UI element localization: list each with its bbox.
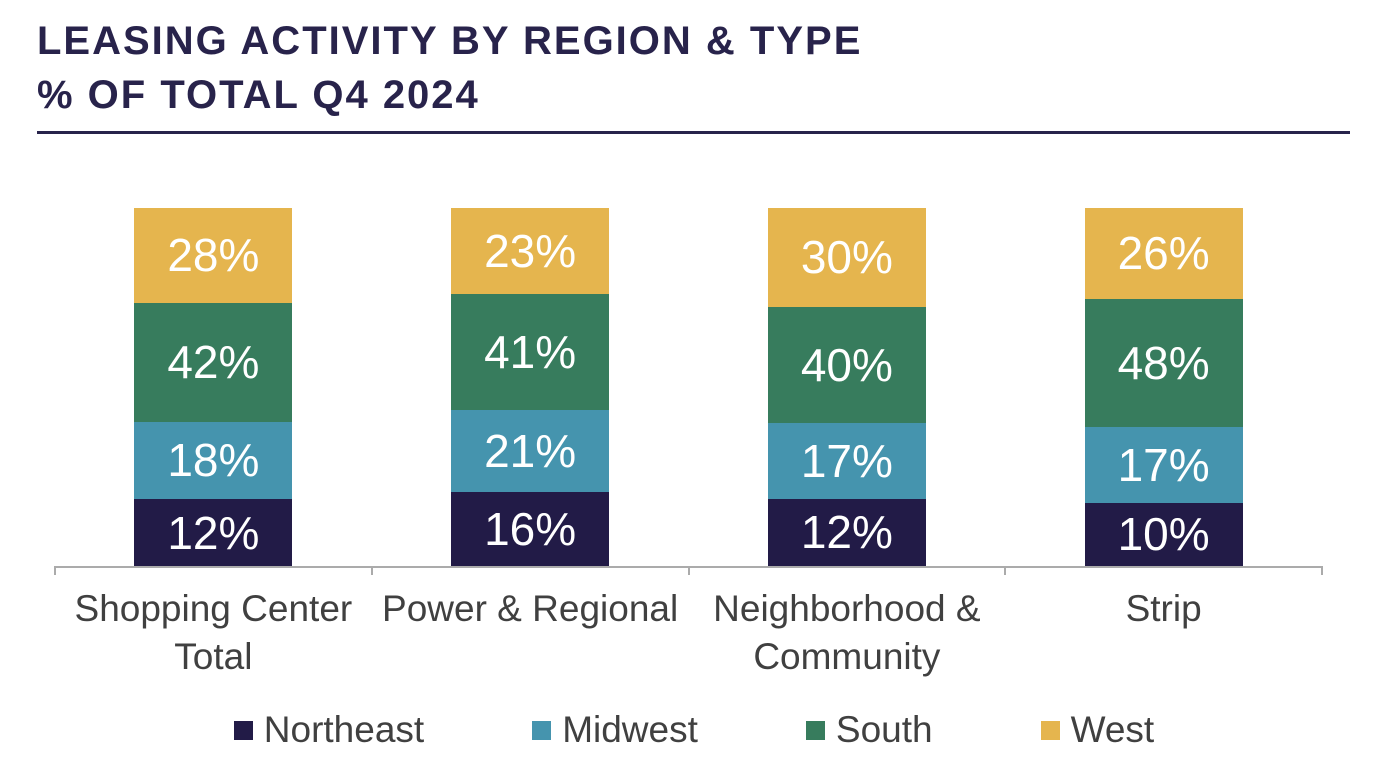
bar-segment-label: 30% xyxy=(800,231,893,284)
axis-tick xyxy=(687,566,690,575)
bar-segment-label: 28% xyxy=(167,229,260,282)
bar-segment-west-neighborhood-community: 30% xyxy=(767,208,926,307)
chart-header: LEASING ACTIVITY BY REGION & TYPE % OF T… xyxy=(0,0,1388,122)
bar-segment-midwest-strip: 17% xyxy=(1084,427,1243,503)
legend-swatch-northeast xyxy=(233,720,253,740)
bar-segment-west-power-regional: 23% xyxy=(451,208,610,294)
bar-segment-label: 41% xyxy=(484,325,577,378)
bar-segment-midwest-shopping-center-total: 18% xyxy=(134,421,293,500)
legend-label-south: South xyxy=(835,709,933,751)
legend-item-northeast: Northeast xyxy=(233,709,425,751)
bar-segment-label: 10% xyxy=(1117,508,1210,561)
bar-segment-northeast-neighborhood-community: 12% xyxy=(767,498,926,566)
category-axis-labels: Shopping Center Total Power & Regional Nei… xyxy=(55,568,1322,681)
legend-swatch-midwest xyxy=(532,720,552,740)
category-label-strip: Strip xyxy=(1125,588,1202,629)
axis-tick xyxy=(370,566,373,575)
stacked-bar-shopping-center-total: 28% 42% 18% 12% xyxy=(134,208,293,566)
bar-segment-south-shopping-center-total: 42% xyxy=(134,302,293,422)
bar-segment-northeast-power-regional: 16% xyxy=(451,492,610,566)
bar-segment-west-shopping-center-total: 28% xyxy=(134,208,293,303)
category-slot-power-regional: 23% 41% 21% 16% xyxy=(372,208,689,566)
legend-item-midwest: Midwest xyxy=(532,709,698,751)
stacked-bar-strip: 26% 48% 17% 10% xyxy=(1084,208,1243,566)
bar-segment-label: 17% xyxy=(1117,439,1210,492)
bar-segment-northeast-shopping-center-total: 12% xyxy=(134,499,293,566)
category-label-neighborhood-community: Neighborhood & Community xyxy=(713,588,981,678)
legend-label-northeast: Northeast xyxy=(263,709,425,751)
bar-segment-label: 12% xyxy=(800,506,893,559)
bar-segment-label: 40% xyxy=(800,338,893,391)
category-slot-neighborhood-community: 30% 40% 17% 12% xyxy=(689,208,1006,566)
bar-segment-south-strip: 48% xyxy=(1084,298,1243,428)
bar-segment-label: 21% xyxy=(484,425,577,478)
legend: Northeast Midwest South West xyxy=(0,709,1388,751)
chart-title: LEASING ACTIVITY BY REGION & TYPE % OF T… xyxy=(37,14,1350,122)
plot-area: 28% 42% 18% 12% 23% 41% 21% 16% 30% 40% 17% 12% 26% 4… xyxy=(54,208,1323,575)
axis-tick xyxy=(1321,566,1323,575)
bar-segment-northeast-strip: 10% xyxy=(1084,502,1243,566)
bar-segment-label: 16% xyxy=(484,503,577,556)
chart-title-line1: LEASING ACTIVITY BY REGION & TYPE xyxy=(37,19,863,63)
bar-segment-label: 48% xyxy=(1117,337,1210,390)
bar-segment-west-strip: 26% xyxy=(1084,208,1243,299)
bar-segment-midwest-power-regional: 21% xyxy=(451,410,610,493)
legend-label-west: West xyxy=(1070,709,1155,751)
legend-label-midwest: Midwest xyxy=(562,709,698,751)
category-slot-shopping-center-total: 28% 42% 18% 12% xyxy=(55,208,372,566)
legend-item-south: South xyxy=(805,709,933,751)
axis-tick xyxy=(54,566,56,575)
bar-segment-label: 12% xyxy=(167,506,260,559)
legend-swatch-south xyxy=(805,720,825,740)
bar-segment-label: 26% xyxy=(1117,227,1210,280)
category-slot-strip: 26% 48% 17% 10% xyxy=(1005,208,1322,566)
bar-segment-label: 23% xyxy=(484,224,577,277)
stacked-bar-power-regional: 23% 41% 21% 16% xyxy=(451,208,610,566)
axis-tick xyxy=(1004,566,1007,575)
bar-segment-label: 18% xyxy=(167,434,260,487)
bar-segment-south-neighborhood-community: 40% xyxy=(767,306,926,424)
bar-segment-midwest-neighborhood-community: 17% xyxy=(767,423,926,499)
legend-item-west: West xyxy=(1040,709,1155,751)
category-label-shopping-center-total: Shopping Center Total xyxy=(74,588,353,678)
stacked-bar-neighborhood-community: 30% 40% 17% 12% xyxy=(767,208,926,566)
bar-segment-label: 42% xyxy=(167,336,260,389)
bar-segment-label: 17% xyxy=(800,434,893,487)
legend-swatch-west xyxy=(1040,720,1060,740)
chart-title-line2: % OF TOTAL Q4 2024 xyxy=(37,73,480,117)
bar-segment-south-power-regional: 41% xyxy=(451,293,610,411)
category-label-power-regional: Power & Regional xyxy=(382,588,679,629)
title-divider xyxy=(37,131,1350,134)
